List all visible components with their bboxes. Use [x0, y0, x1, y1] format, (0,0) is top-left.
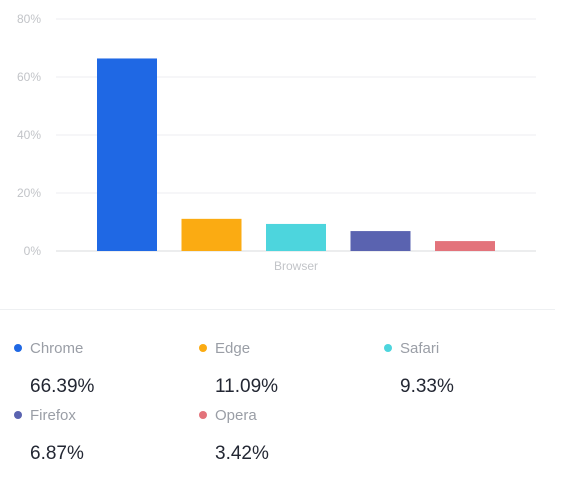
- legend-item-safari: Safari 9.33%: [370, 338, 540, 398]
- legend-label: Edge: [215, 339, 251, 357]
- bar-chrome: [97, 58, 157, 252]
- legend-value: 9.33%: [400, 376, 454, 397]
- bars: [97, 58, 495, 252]
- legend-value: 11.09%: [215, 376, 279, 397]
- y-tick-label: 0%: [24, 244, 42, 258]
- legend-item-chrome: Chrome 66.39%: [0, 338, 170, 398]
- y-tick-label: 60%: [17, 70, 41, 84]
- legend-label: Opera: [215, 406, 257, 424]
- x-axis-title: Browser: [274, 259, 318, 273]
- legend-item-edge: Edge 11.09%: [185, 338, 355, 398]
- legend-label: Chrome: [30, 339, 84, 357]
- legend-label: Safari: [400, 339, 440, 357]
- bar-safari: [266, 223, 326, 251]
- legend-item-firefox: Firefox 6.87%: [0, 405, 170, 465]
- legend-value: 6.87%: [30, 443, 84, 464]
- y-axis-ticks: 0% 20% 40% 60% 80%: [17, 12, 41, 258]
- legend-dot-icon: [14, 344, 22, 352]
- legend-label: Firefox: [30, 406, 76, 424]
- divider: [0, 309, 555, 310]
- legend-item-opera: Opera 3.42%: [185, 405, 355, 465]
- legend-dot-icon: [199, 411, 207, 419]
- bar-firefox: [350, 231, 411, 251]
- legend-dot-icon: [199, 344, 207, 352]
- legend-value: 3.42%: [215, 443, 269, 464]
- y-tick-label: 20%: [17, 186, 41, 200]
- y-tick-label: 80%: [17, 12, 41, 26]
- y-tick-label: 40%: [17, 128, 41, 142]
- legend-dot-icon: [384, 344, 392, 352]
- legend-dot-icon: [14, 411, 22, 419]
- bar-chart: 0% 20% 40% 60% 80% Browser: [17, 12, 536, 273]
- bar-edge: [181, 218, 242, 251]
- bar-opera: [435, 241, 495, 251]
- legend-value: 66.39%: [30, 376, 95, 397]
